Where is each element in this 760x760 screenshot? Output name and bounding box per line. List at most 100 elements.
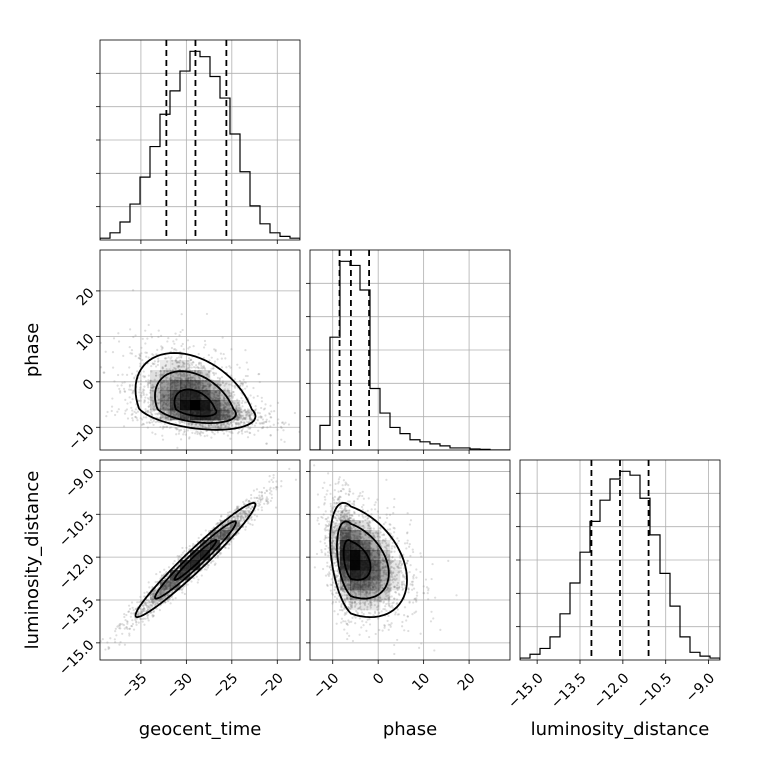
scatter-point bbox=[207, 353, 210, 357]
scatter-point bbox=[151, 353, 154, 356]
scatter-point bbox=[167, 396, 170, 400]
scatter-point bbox=[230, 410, 233, 413]
scatter-point bbox=[159, 383, 162, 387]
scatter-point bbox=[220, 414, 223, 417]
scatter-point bbox=[248, 415, 252, 418]
scatter-point bbox=[235, 418, 238, 421]
scatter-point bbox=[220, 409, 223, 413]
scatter-point bbox=[236, 515, 239, 518]
scatter-point bbox=[143, 591, 146, 594]
scatter-point bbox=[241, 382, 244, 385]
scatter-point bbox=[246, 411, 250, 414]
scatter-point bbox=[239, 382, 242, 385]
scatter-point bbox=[214, 426, 217, 429]
scatter-point bbox=[160, 381, 164, 384]
scatter-point bbox=[202, 356, 205, 360]
scatter-point bbox=[183, 362, 186, 365]
scatter-point bbox=[231, 391, 235, 394]
scatter-point bbox=[219, 390, 222, 393]
scatter-point bbox=[166, 600, 170, 603]
scatter-point bbox=[183, 431, 186, 434]
y-tick-label: 0 bbox=[80, 376, 98, 394]
scatter-point bbox=[202, 384, 205, 388]
x-tick-label: −30 bbox=[164, 670, 196, 702]
scatter-point bbox=[206, 372, 209, 376]
scatter-point bbox=[163, 590, 166, 594]
scatter-point bbox=[151, 387, 154, 390]
scatter-point bbox=[130, 406, 133, 409]
scatter-point bbox=[200, 381, 204, 385]
scatter-point bbox=[255, 421, 258, 425]
scatter-point bbox=[168, 368, 171, 371]
scatter-point bbox=[226, 434, 229, 437]
panel-frame bbox=[99, 249, 301, 451]
scatter-point bbox=[163, 385, 166, 388]
scatter-point bbox=[188, 366, 191, 369]
scatter-point bbox=[213, 348, 216, 351]
scatter-point bbox=[107, 647, 110, 650]
density-cell bbox=[190, 420, 201, 431]
scatter-point bbox=[219, 424, 222, 427]
scatter-point bbox=[177, 579, 180, 583]
scatter-point bbox=[172, 340, 175, 343]
scatter-point bbox=[231, 381, 234, 384]
scatter-point bbox=[174, 367, 177, 370]
density-cell bbox=[160, 400, 171, 411]
scatter-point bbox=[158, 391, 161, 394]
scatter-point bbox=[247, 510, 250, 514]
scatter-point bbox=[164, 416, 167, 419]
scatter-point bbox=[171, 590, 174, 593]
scatter-point bbox=[141, 358, 144, 362]
scatter-point bbox=[263, 502, 266, 505]
scatter-point bbox=[236, 514, 240, 517]
scatter-point bbox=[143, 595, 146, 598]
scatter-point bbox=[131, 412, 134, 415]
scatter-point bbox=[259, 422, 262, 425]
scatter-point bbox=[219, 532, 222, 535]
scatter-point bbox=[161, 427, 164, 430]
scatter-point bbox=[307, 453, 309, 455]
scatter-point bbox=[260, 495, 264, 498]
scatter-point bbox=[167, 409, 170, 412]
scatter-point bbox=[178, 361, 181, 364]
scatter-point bbox=[237, 505, 240, 508]
scatter-point bbox=[138, 600, 141, 604]
scatter-point bbox=[207, 423, 211, 426]
scatter-point bbox=[217, 537, 221, 540]
scatter-point bbox=[233, 385, 236, 388]
scatter-point bbox=[157, 594, 160, 598]
scatter-point bbox=[230, 407, 233, 410]
scatter-point bbox=[156, 599, 159, 602]
scatter-point bbox=[241, 427, 244, 430]
scatter-point bbox=[174, 358, 178, 361]
scatter-point bbox=[170, 412, 174, 415]
scatter-point bbox=[223, 416, 227, 419]
scatter-point bbox=[161, 434, 164, 437]
scatter-point bbox=[222, 432, 226, 435]
scatter-point bbox=[226, 423, 229, 426]
scatter-point bbox=[176, 361, 179, 364]
scatter-point bbox=[260, 400, 264, 403]
scatter-point bbox=[184, 374, 187, 377]
scatter-point bbox=[241, 382, 245, 385]
scatter-point bbox=[190, 423, 193, 427]
scatter-point bbox=[260, 506, 263, 509]
scatter-point bbox=[163, 371, 166, 374]
scatter-point bbox=[227, 415, 230, 419]
scatter-point bbox=[250, 493, 253, 497]
scatter-point bbox=[178, 428, 181, 432]
scatter-point bbox=[171, 409, 174, 412]
scatter-point bbox=[125, 626, 128, 629]
scatter-point bbox=[139, 354, 142, 358]
scatter-point bbox=[172, 409, 175, 413]
scatter-point bbox=[131, 391, 135, 394]
scatter-point bbox=[117, 408, 120, 411]
scatter-point bbox=[226, 409, 230, 412]
scatter-point bbox=[227, 414, 231, 418]
scatter-point bbox=[180, 378, 183, 381]
scatter-point bbox=[212, 392, 216, 395]
scatter-point bbox=[164, 357, 167, 360]
scatter-point bbox=[217, 388, 220, 391]
scatter-point bbox=[198, 423, 201, 426]
scatter-point bbox=[143, 375, 147, 378]
